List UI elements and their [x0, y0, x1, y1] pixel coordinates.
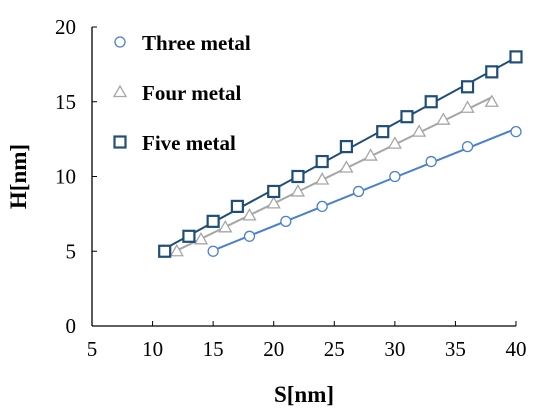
data-point: [267, 184, 281, 199]
data-point: [461, 140, 474, 153]
data-point: [218, 220, 233, 233]
series-circle: [207, 125, 522, 257]
data-point: [376, 125, 390, 139]
legend-marker: [113, 135, 127, 149]
x-tick-label: 20: [263, 337, 284, 361]
data-point: [291, 169, 305, 184]
y-axis-title: H[nm]: [6, 144, 31, 209]
legend-label: Five metal: [142, 131, 236, 155]
x-tick-label: 40: [506, 337, 527, 361]
x-tick-label: 15: [203, 337, 224, 361]
axes: [91, 26, 517, 327]
data-point: [316, 200, 328, 213]
data-point: [230, 199, 244, 213]
series-square: [158, 50, 523, 258]
data-point: [389, 170, 401, 183]
data-point: [363, 148, 378, 161]
legend-marker: [112, 84, 128, 98]
data-point: [290, 184, 306, 197]
series-layer: [158, 50, 523, 258]
legend-marker: [114, 36, 126, 48]
data-point: [339, 160, 354, 173]
legend: Three metal Four metal Five metal: [112, 31, 251, 155]
data-point: [243, 230, 256, 242]
data-point: [352, 185, 365, 198]
data-point: [425, 155, 437, 168]
data-point: [411, 124, 427, 137]
x-tick-label: 30: [384, 337, 405, 361]
x-axis-title: S[nm]: [274, 382, 334, 407]
x-tick-label: 10: [142, 337, 163, 361]
y-tick-label: 5: [66, 239, 77, 263]
data-point: [207, 245, 219, 257]
data-point: [424, 95, 438, 109]
data-point: [485, 65, 499, 79]
x-tick-label: 25: [324, 337, 345, 361]
x-tick-label: 5: [87, 337, 98, 361]
data-point: [460, 80, 475, 94]
data-point: [484, 94, 499, 107]
data-point: [266, 196, 281, 209]
data-point: [315, 154, 329, 169]
x-tick-label: 35: [445, 337, 466, 361]
data-point: [169, 243, 184, 257]
data-point: [339, 140, 353, 154]
data-point: [387, 136, 402, 149]
y-tick-label: 0: [66, 314, 77, 338]
y-tick-label: 10: [55, 165, 76, 189]
data-point: [182, 229, 196, 243]
data-point: [460, 100, 475, 113]
data-point: [400, 110, 414, 124]
legend-label: Three metal: [142, 31, 251, 55]
data-point: [158, 244, 172, 258]
series-triangle: [169, 94, 499, 257]
data-point: [509, 50, 523, 64]
data-point: [510, 125, 522, 138]
y-tick-label: 20: [55, 15, 76, 39]
data-point: [436, 112, 451, 125]
legend-label: Four metal: [142, 81, 242, 105]
data-point: [242, 208, 257, 221]
y-tick-label: 15: [55, 90, 76, 114]
data-point: [280, 215, 292, 228]
data-point: [206, 214, 220, 228]
data-point: [193, 231, 209, 245]
data-point: [315, 172, 330, 185]
